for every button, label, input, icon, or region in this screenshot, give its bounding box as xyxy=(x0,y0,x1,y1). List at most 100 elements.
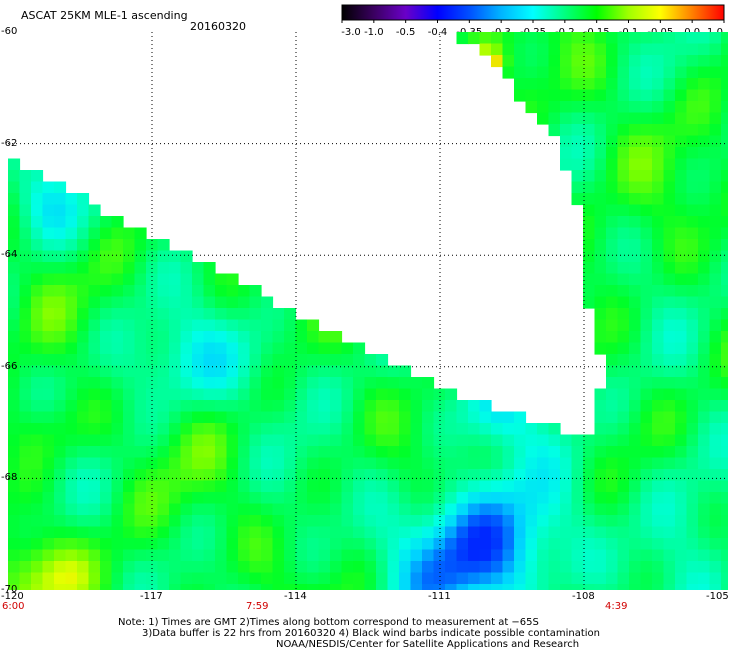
heatmap-cell xyxy=(42,388,55,401)
heatmap-cell xyxy=(8,273,21,286)
heatmap-cell xyxy=(134,434,147,447)
heatmap-cell xyxy=(192,354,205,367)
heatmap-cell xyxy=(514,515,527,528)
heatmap-cell xyxy=(54,423,67,436)
heatmap-cell xyxy=(100,296,113,309)
heatmap-cell xyxy=(376,469,389,482)
heatmap-cell xyxy=(617,124,630,137)
heatmap-cell xyxy=(65,572,78,585)
heatmap-cell xyxy=(215,515,228,528)
heatmap-cell xyxy=(675,181,688,194)
heatmap-cell xyxy=(19,216,32,229)
heatmap-cell xyxy=(272,538,285,551)
heatmap-cell xyxy=(65,331,78,344)
colorbar-tick-label: -3.0 xyxy=(341,27,361,38)
heatmap-cell xyxy=(617,492,630,505)
heatmap-cell xyxy=(157,365,170,378)
heatmap-cell xyxy=(399,538,412,551)
heatmap-cell xyxy=(146,572,159,585)
heatmap-cell xyxy=(19,227,32,240)
heatmap-cell xyxy=(663,549,676,562)
heatmap-cell xyxy=(284,434,297,447)
heatmap-cell xyxy=(709,124,722,137)
heatmap-cell xyxy=(629,32,642,45)
heatmap-cell xyxy=(721,400,728,413)
heatmap-cell xyxy=(157,388,170,401)
heatmap-cell xyxy=(491,411,504,424)
heatmap-cell xyxy=(341,492,354,505)
heatmap-cell xyxy=(8,549,21,562)
heatmap-cell xyxy=(525,89,538,102)
heatmap-cell xyxy=(594,549,607,562)
heatmap-cell xyxy=(203,457,216,470)
heatmap-cell xyxy=(111,319,124,332)
heatmap-cell xyxy=(422,538,435,551)
heatmap-cell xyxy=(341,469,354,482)
heatmap-cell xyxy=(721,503,728,516)
heatmap-cell xyxy=(514,503,527,516)
heatmap-cell xyxy=(261,480,274,493)
heatmap-cell xyxy=(353,469,366,482)
heatmap-cell xyxy=(88,549,101,562)
heatmap-cell xyxy=(318,354,331,367)
heatmap-cell xyxy=(675,584,688,590)
heatmap-cell xyxy=(479,549,492,562)
heatmap-cell xyxy=(376,572,389,585)
heatmap-cell xyxy=(180,342,193,355)
heatmap-cell xyxy=(307,319,320,332)
heatmap-cell xyxy=(31,296,44,309)
heatmap-cell xyxy=(157,515,170,528)
heatmap-cell xyxy=(180,446,193,459)
heatmap-cell xyxy=(721,147,728,160)
heatmap-cell xyxy=(249,331,262,344)
heatmap-cell xyxy=(295,526,308,539)
heatmap-cell xyxy=(77,227,90,240)
heatmap-cell xyxy=(709,526,722,539)
heatmap-cell xyxy=(491,503,504,516)
heatmap-cell xyxy=(8,227,21,240)
heatmap-cell xyxy=(525,480,538,493)
heatmap-cell xyxy=(629,492,642,505)
heatmap-cell xyxy=(686,43,699,56)
heatmap-cell xyxy=(31,538,44,551)
heatmap-cell xyxy=(330,342,343,355)
heatmap-cell xyxy=(215,572,228,585)
heatmap-cell xyxy=(203,308,216,321)
heatmap-cell xyxy=(307,457,320,470)
heatmap-cell xyxy=(686,158,699,171)
heatmap-cell xyxy=(422,423,435,436)
heatmap-cell xyxy=(353,365,366,378)
heatmap-cell xyxy=(307,423,320,436)
heatmap-cell xyxy=(525,549,538,562)
heatmap-cell xyxy=(341,354,354,367)
heatmap-cell xyxy=(663,388,676,401)
heatmap-cell xyxy=(652,32,665,45)
colorbar-tick-label: -1.0 xyxy=(364,27,384,38)
heatmap-cell xyxy=(468,434,481,447)
heatmap-cell xyxy=(284,538,297,551)
heatmap-cell xyxy=(77,480,90,493)
heatmap-cell xyxy=(640,400,653,413)
heatmap-cell xyxy=(111,423,124,436)
x-tick-label: -111 xyxy=(428,591,451,602)
heatmap-cell xyxy=(537,526,550,539)
heatmap-cell xyxy=(307,377,320,390)
heatmap-cell xyxy=(54,492,67,505)
heatmap-cell xyxy=(31,342,44,355)
heatmap-cell xyxy=(698,411,711,424)
heatmap-cell xyxy=(675,492,688,505)
heatmap-cell xyxy=(560,124,573,137)
heatmap-cell xyxy=(491,538,504,551)
heatmap-cell xyxy=(617,43,630,56)
heatmap-cell xyxy=(709,411,722,424)
heatmap-cell xyxy=(629,561,642,574)
heatmap-cell xyxy=(169,584,182,590)
heatmap-cell xyxy=(675,354,688,367)
heatmap-cell xyxy=(537,101,550,114)
heatmap-cell xyxy=(617,78,630,91)
heatmap-cell xyxy=(560,147,573,160)
heatmap-cell xyxy=(468,572,481,585)
heatmap-cell xyxy=(571,446,584,459)
heatmap-cell xyxy=(686,262,699,275)
heatmap-cell xyxy=(65,480,78,493)
